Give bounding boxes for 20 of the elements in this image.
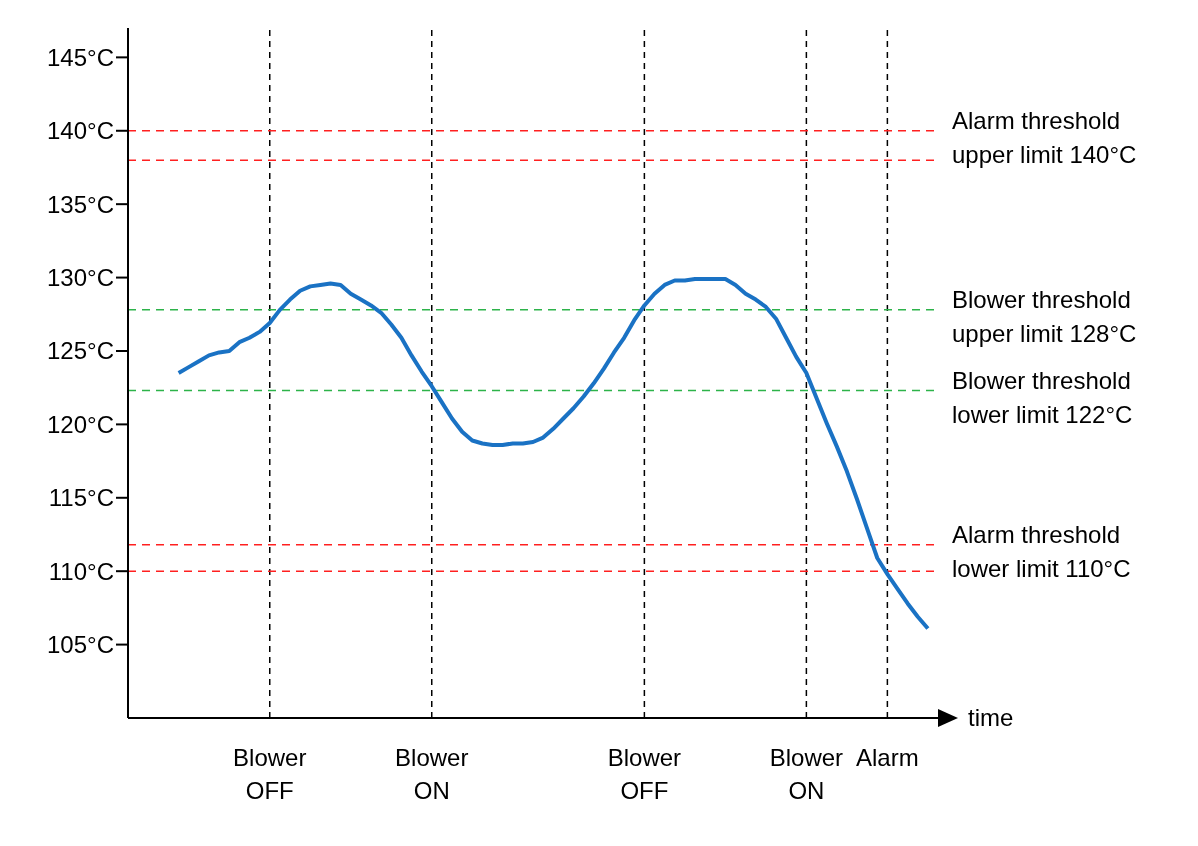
x-tick-label: Blower ON (395, 744, 469, 804)
x-tick-label: Blower OFF (607, 744, 682, 804)
y-tick-label: 120°C (47, 410, 114, 438)
line-series (176, 277, 930, 631)
x-tick-label: Alarm (856, 744, 919, 771)
x-tick-label: Blower OFF (233, 744, 307, 804)
x-axis-title: time (968, 703, 1014, 733)
y-tick-label: 115°C (48, 484, 114, 512)
y-tick-label: 135°C (47, 190, 114, 218)
y-tick-label: 145°C (47, 43, 114, 71)
ref-line-label: Blower threshold upper limit 128°C (952, 285, 1137, 347)
y-tick-label: 130°C (47, 264, 114, 292)
y-tick-label: 140°C (47, 117, 114, 145)
y-tick-label: 105°C (47, 631, 114, 659)
y-tick-label: 125°C (47, 337, 114, 365)
y-tick-label: 110°C (48, 557, 114, 585)
ref-line-label: Alarm threshold lower limit 110°C (952, 520, 1131, 582)
ref-line-label: Alarm threshold upper limit 140°C (952, 106, 1137, 168)
ref-line-label: Blower threshold lower limit 122°C (952, 366, 1133, 428)
x-tick-label: Blower ON (769, 744, 844, 804)
